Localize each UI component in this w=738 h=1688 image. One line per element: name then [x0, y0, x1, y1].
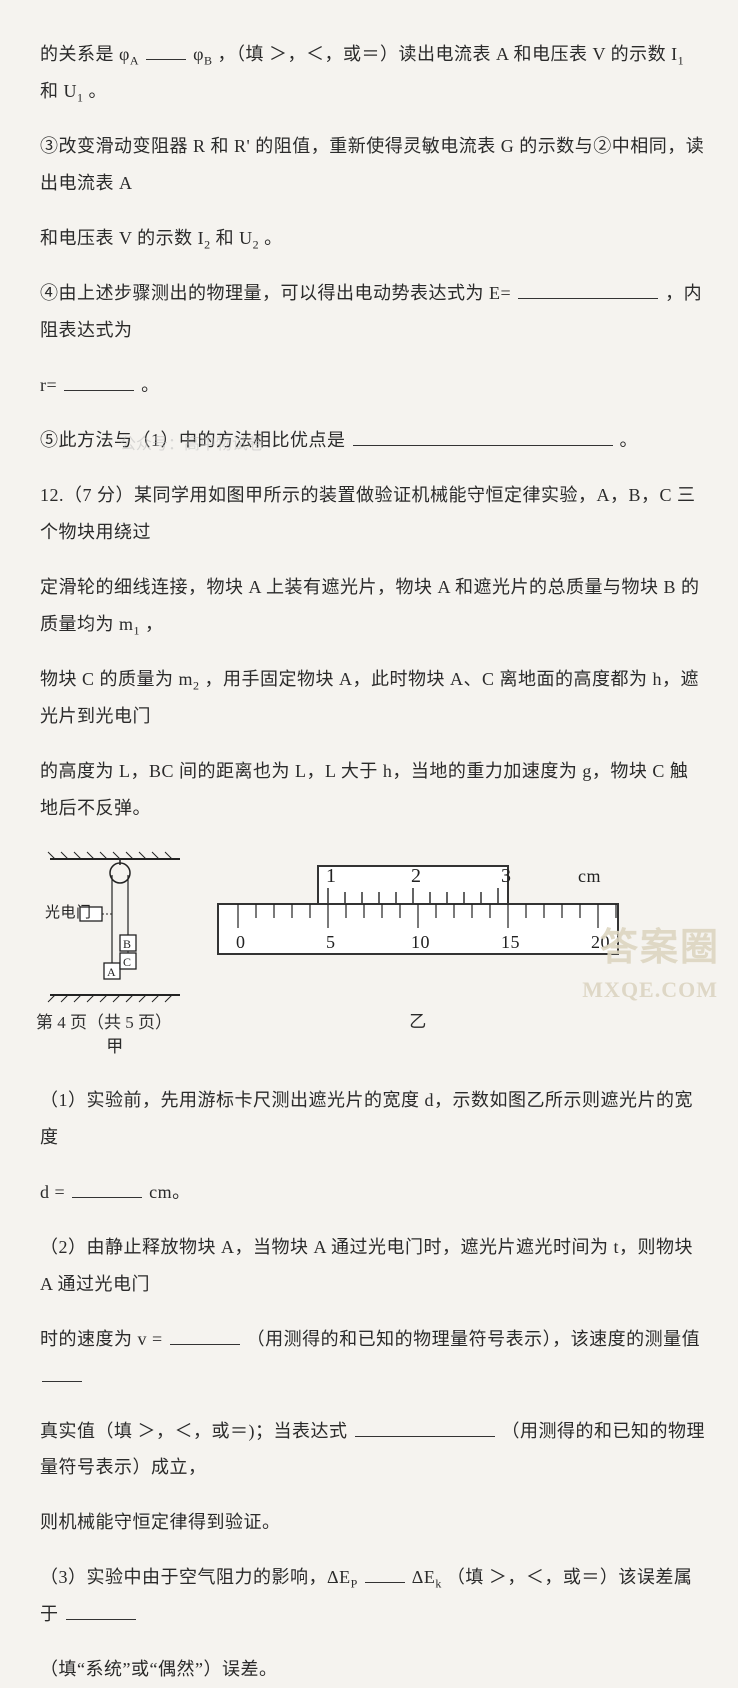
svg-text:C: C: [123, 955, 132, 969]
text: d =: [40, 1182, 65, 1202]
blank-emf[interactable]: [518, 279, 658, 300]
para-step3: ③改变滑动变阻器 R 和 R' 的阻值，重新使得灵敏电流表 G 的示数与②中相同…: [40, 128, 706, 202]
text: 和电压表 V 的示数 I: [40, 228, 204, 248]
blank-r[interactable]: [64, 370, 134, 391]
para-step5: ⑤此方法与（1）中的方法相比优点是 。: [40, 422, 706, 459]
text: ⑤此方法与（1）中的方法相比优点是: [40, 430, 346, 450]
text: （3）实验中由于空气阻力的影响，ΔE: [40, 1567, 351, 1587]
sub: A: [130, 54, 139, 68]
svg-text:B: B: [123, 937, 132, 951]
svg-text:cm: cm: [578, 866, 601, 886]
text: r=: [40, 375, 57, 395]
para-q2c: 真实值（填 ＞，＜，或＝)；当表达式 （用测得的和已知的物理量符号表示）成立，: [40, 1413, 706, 1487]
para-step3b: 和电压表 V 的示数 I2 和 U2 。: [40, 220, 706, 257]
svg-text:2: 2: [411, 865, 422, 887]
sub: 2: [204, 238, 211, 252]
para-q12-2: 定滑轮的细线连接，物块 A 上装有遮光片，物块 A 和遮光片的总质量与物块 B …: [40, 569, 706, 643]
svg-text:10: 10: [411, 932, 430, 952]
text: 的关系是 φ: [40, 44, 130, 64]
text: 。: [141, 375, 160, 395]
sub: 1: [678, 54, 685, 68]
para-q12-4: 的高度为 L，BC 间的距离也为 L，L 大于 h，当地的重力加速度为 g，物块…: [40, 753, 706, 827]
caption-apparatus: 甲: [40, 1030, 190, 1065]
blank-energy-compare[interactable]: [365, 1562, 405, 1583]
blank-v[interactable]: [170, 1324, 240, 1345]
text: 。: [264, 228, 283, 248]
svg-text:0: 0: [236, 932, 246, 952]
text: （用测得的和已知的物理量符号表示），该速度的测量值: [247, 1329, 701, 1349]
text: ，（填 ＞，＜，或＝）读出电流表 A 和电压表 V 的示数 I: [217, 44, 677, 64]
svg-text:5: 5: [326, 932, 336, 952]
para-q2d: 则机械能守恒定律得到验证。: [40, 1504, 706, 1541]
para-q1: （1）实验前，先用游标卡尺测出遮光片的宽度 d，示数如图乙所示则遮光片的宽度: [40, 1082, 706, 1156]
para-q3b: （填“系统”或“偶然”）误差。: [40, 1651, 706, 1688]
vernier-figure: 0 5 10 15 20 1 2 3 cm 乙: [208, 845, 628, 1040]
para-q12-1: 12.（7 分）某同学用如图甲所示的装置做验证机械能守恒定律实验，A，B，C 三…: [40, 477, 706, 551]
sub: P: [351, 1577, 358, 1591]
text: 。: [89, 81, 108, 101]
para-relation: 的关系是 φA φB ，（填 ＞，＜，或＝）读出电流表 A 和电压表 V 的示数…: [40, 36, 706, 110]
sub: 2: [193, 678, 200, 692]
text: ④由上述步骤测出的物理量，可以得出电动势表达式为 E=: [40, 283, 511, 303]
svg-text:3: 3: [501, 865, 512, 887]
para-q12-3: 物块 C 的质量为 m2 ，用手固定物块 A，此时物块 A、C 离地面的高度都为…: [40, 661, 706, 735]
text: 。: [620, 430, 639, 450]
text: 物块 C 的质量为 m: [40, 669, 193, 689]
sub: k: [435, 1577, 442, 1591]
svg-text:A: A: [107, 965, 116, 979]
sub: B: [204, 54, 213, 68]
text: cm。: [149, 1182, 191, 1202]
text: 和 U: [216, 228, 253, 248]
blank-expr[interactable]: [355, 1416, 495, 1437]
para-r: r= 。: [40, 367, 706, 404]
text: ③改变滑动变阻器 R 和 R' 的阻值，重新使得灵敏电流表 G 的示数与②中相同…: [40, 136, 704, 193]
sub: 1: [77, 91, 84, 105]
svg-text:1: 1: [326, 865, 337, 887]
text: ，: [145, 614, 164, 634]
text: φ: [193, 44, 204, 64]
blank-d[interactable]: [72, 1177, 142, 1198]
para-q2b: 时的速度为 v = （用测得的和已知的物理量符号表示），该速度的测量值: [40, 1321, 706, 1395]
svg-text:光电门: 光电门: [45, 904, 92, 921]
page-footer: 第 4 页（共 5 页）: [36, 1008, 172, 1033]
page-body: 的关系是 φA φB ，（填 ＞，＜，或＝）读出电流表 A 和电压表 V 的示数…: [0, 0, 738, 1688]
blank-relation[interactable]: [146, 39, 186, 60]
sub: 1: [134, 623, 141, 637]
svg-text:20: 20: [591, 932, 610, 952]
text: 真实值（填 ＞，＜，或＝)；当表达式: [40, 1421, 348, 1441]
text: ΔE: [412, 1567, 436, 1587]
para-q3a: （3）实验中由于空气阻力的影响，ΔEP ΔEk （填 ＞，＜，或＝）该误差属于: [40, 1559, 706, 1633]
para-d: d = cm。: [40, 1174, 706, 1211]
text: 时的速度为 v =: [40, 1329, 163, 1349]
blank-compare[interactable]: [42, 1361, 82, 1382]
svg-text:15: 15: [501, 932, 520, 952]
text: 和 U: [40, 81, 77, 101]
caption-vernier: 乙: [208, 1005, 628, 1040]
blank-error-type[interactable]: [66, 1600, 136, 1621]
para-q2a: （2）由静止释放物块 A，当物块 A 通过光电门时，遮光片遮光时间为 t，则物块…: [40, 1229, 706, 1303]
blank-advantage[interactable]: [353, 425, 613, 446]
sub: 2: [253, 238, 260, 252]
para-step4: ④由上述步骤测出的物理量，可以得出电动势表达式为 E= ，内阻表达式为: [40, 275, 706, 349]
